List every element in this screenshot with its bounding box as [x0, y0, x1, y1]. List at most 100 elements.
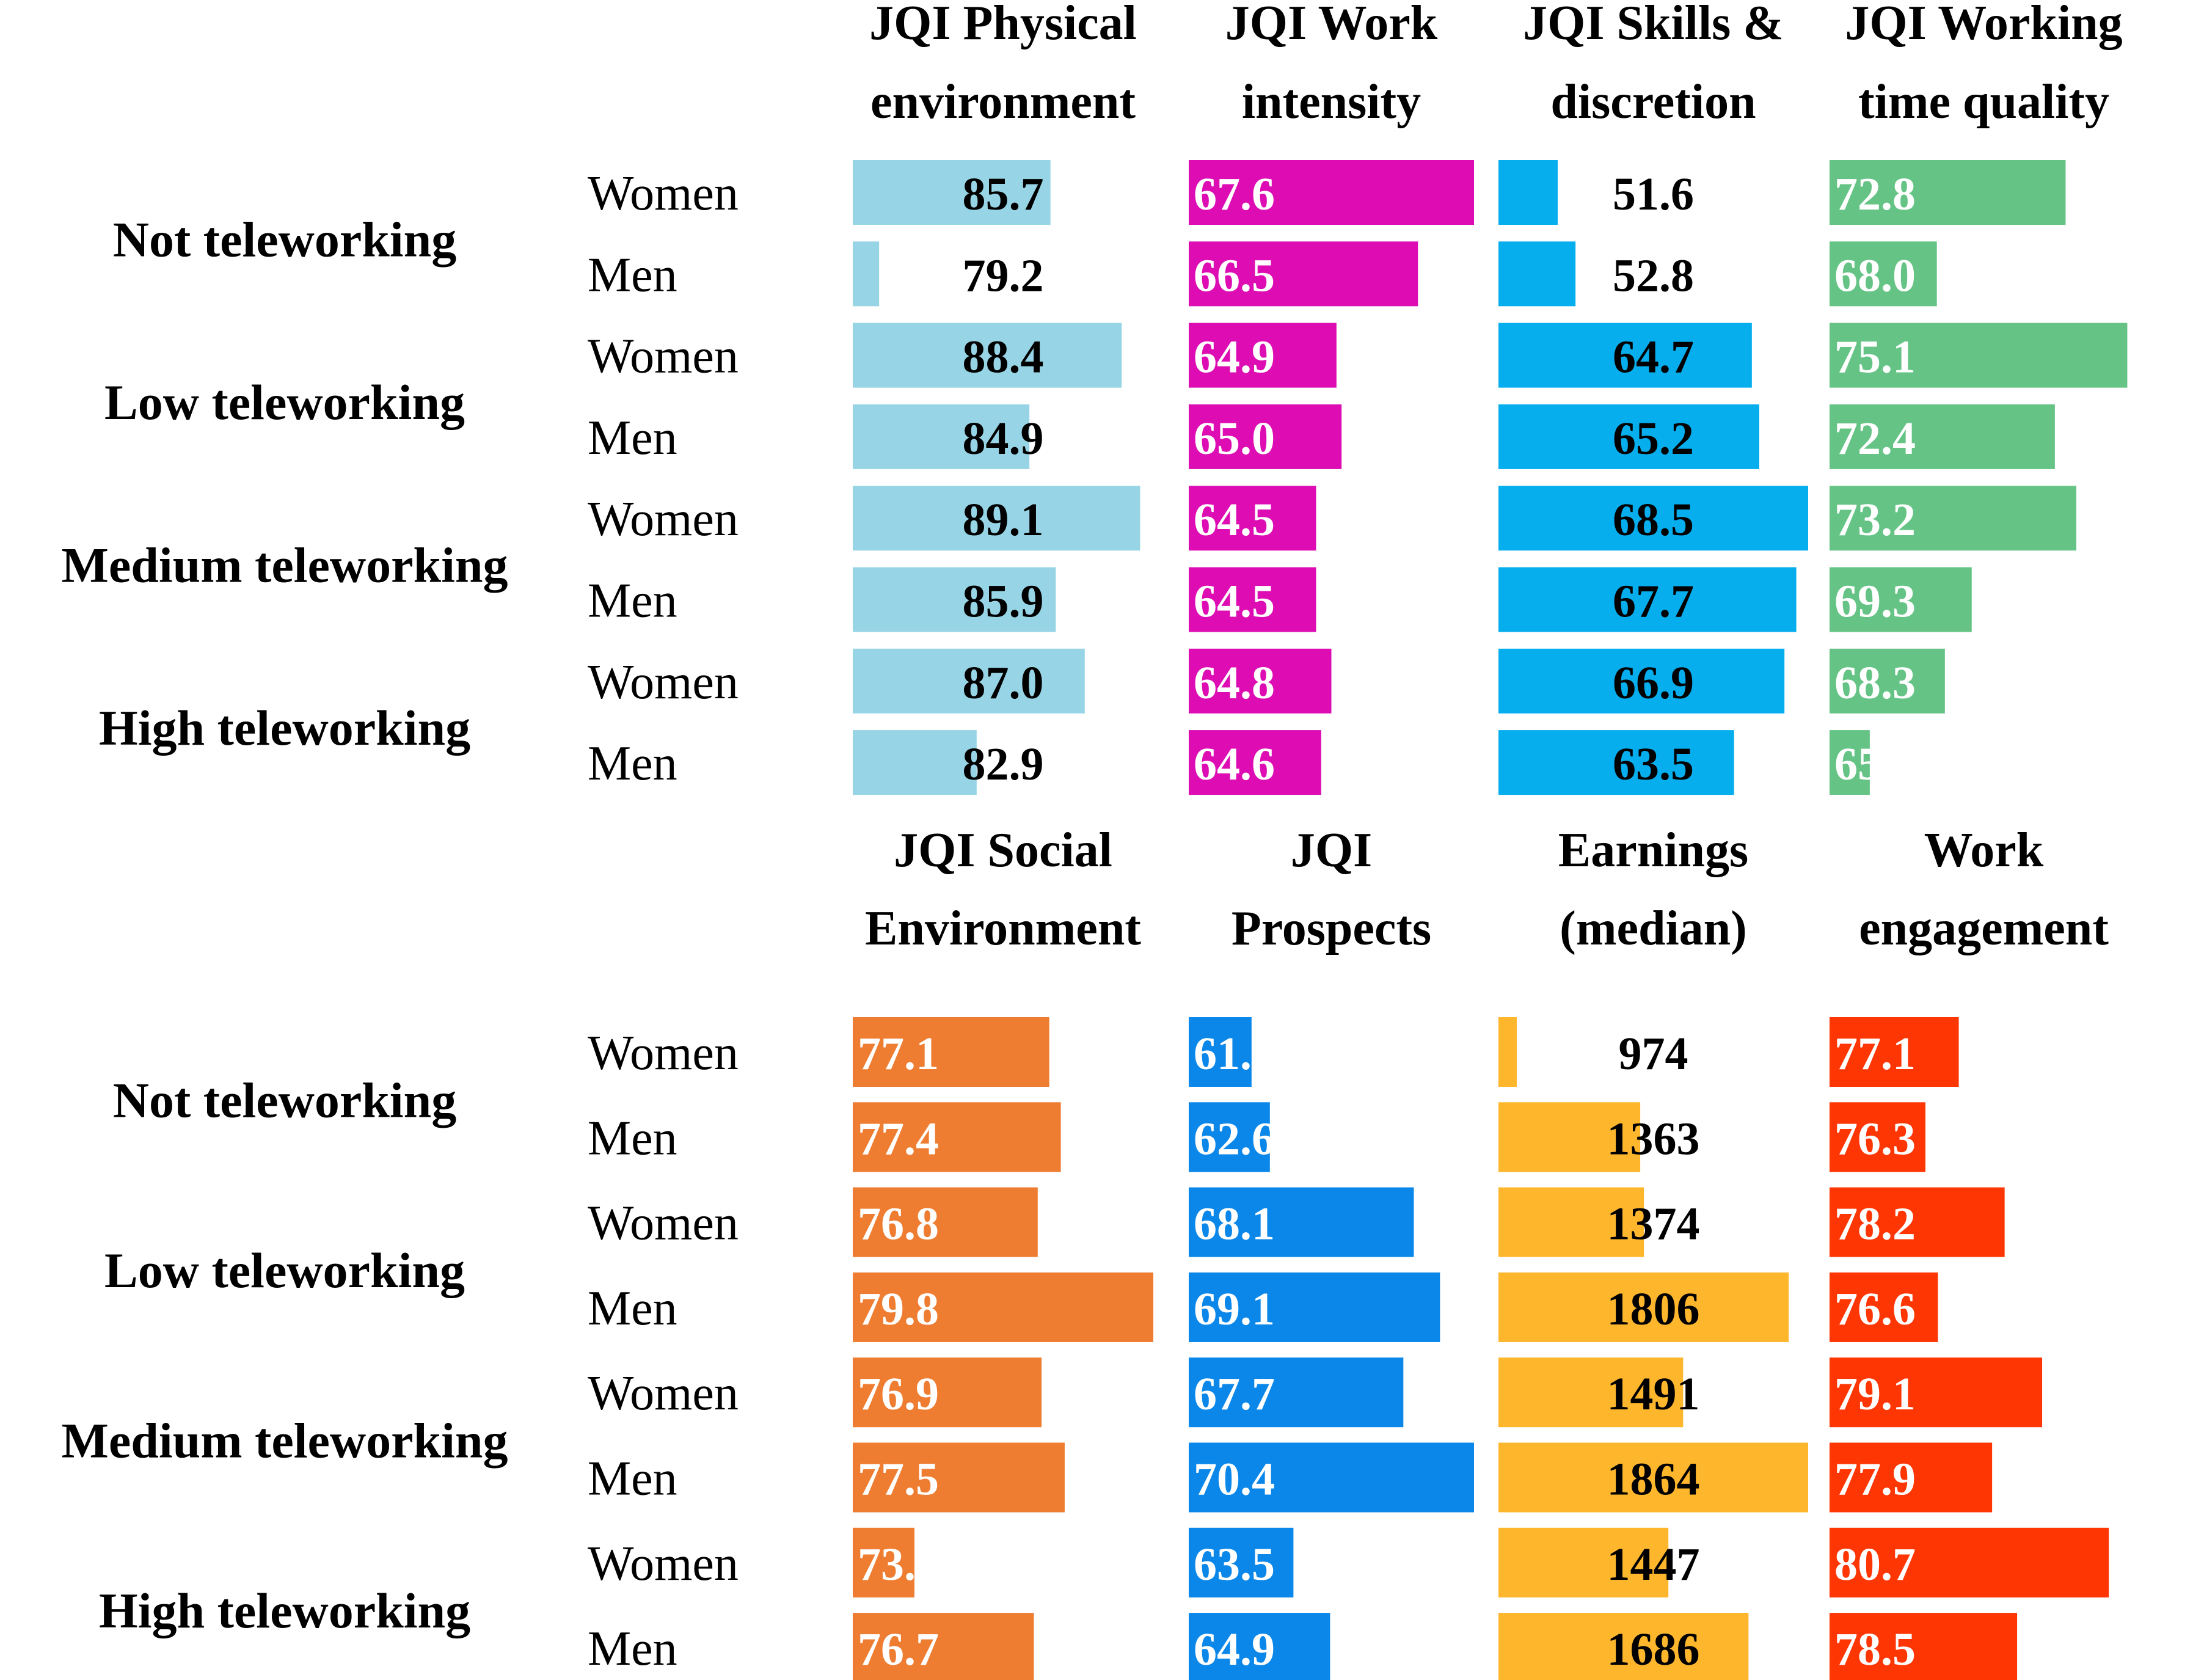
bar	[1830, 323, 2128, 388]
bar	[1830, 567, 1972, 632]
value-label: 68.3	[1834, 657, 1916, 709]
value-label: 67.6	[1194, 169, 1275, 220]
row-label: Women	[588, 167, 739, 221]
bar	[1189, 730, 1321, 795]
value-label: 67.7	[1194, 1368, 1275, 1420]
panel-title: JQI Social	[894, 824, 1112, 877]
bar	[853, 1187, 1038, 1257]
value-label: 78.2	[1834, 1199, 1916, 1250]
bar	[853, 1272, 1153, 1342]
group-label: Low teleworking	[104, 1243, 465, 1298]
bar	[1830, 404, 2055, 469]
panel-4: JQI Working time quality 72.8 68.0 75.1 72.4 7…	[1830, 0, 2128, 795]
bar	[1830, 1527, 2109, 1598]
bar	[1498, 1272, 1789, 1342]
value-label: 1374	[1607, 1199, 1700, 1250]
value-label: 72.8	[1834, 169, 1916, 220]
value-label: 76.3	[1834, 1113, 1916, 1164]
row-label: Men	[588, 574, 677, 628]
bar	[1498, 241, 1576, 307]
panel-title: environment	[870, 75, 1136, 129]
bar	[1498, 648, 1785, 714]
bar	[1830, 1187, 2005, 1257]
bar	[1830, 1613, 2018, 1680]
value-label: 64.5	[1194, 576, 1275, 627]
value-label: 68.5	[1613, 494, 1694, 546]
panel-title: JQI Work	[1225, 0, 1438, 50]
value-label: 77.1	[1834, 1028, 1916, 1079]
value-label: 79.1	[1834, 1368, 1916, 1420]
value-label: 70.4	[1194, 1454, 1275, 1505]
panel-title: Work	[1924, 824, 2044, 877]
value-label: 77.5	[858, 1454, 939, 1505]
value-label: 80.7	[1834, 1539, 1916, 1590]
value-label: 76.7	[858, 1624, 939, 1675]
bar	[1498, 1527, 1669, 1598]
value-label: 88.4	[963, 332, 1044, 383]
value-label: 1686	[1607, 1624, 1700, 1675]
row-label: Women	[588, 492, 739, 546]
panel-title: discretion	[1550, 75, 1756, 129]
bar	[1189, 241, 1418, 307]
value-label: 72.4	[1834, 413, 1916, 464]
bar	[1498, 323, 1752, 388]
row-label: Men	[588, 1452, 677, 1506]
value-label: 66.5	[1194, 250, 1275, 301]
value-label: 85.7	[963, 169, 1044, 220]
bar	[853, 1527, 914, 1598]
bar	[853, 486, 1140, 551]
bar	[853, 323, 1122, 388]
bar	[1189, 1357, 1404, 1428]
bar	[853, 1357, 1042, 1428]
bar	[1189, 567, 1316, 632]
panel-8: Work engagement 77.1 76.3 78.2 76.6 79.1 77.9 80…	[1830, 824, 2109, 1680]
bar	[853, 160, 1051, 225]
value-label: 85.9	[963, 576, 1044, 627]
bar	[1189, 1272, 1440, 1342]
bar	[1189, 323, 1337, 388]
row-label: Women	[588, 330, 739, 384]
bar	[1830, 1102, 1925, 1172]
bar	[1830, 241, 1937, 307]
value-label: 64.9	[1194, 1624, 1275, 1675]
panel-title: JQI Skills &	[1523, 0, 1784, 50]
row-label: Women	[588, 1537, 739, 1591]
bar	[1498, 730, 1734, 795]
bar	[1498, 1357, 1684, 1428]
value-label: 1447	[1607, 1539, 1700, 1590]
bar	[1498, 1017, 1517, 1087]
value-label: 65.2	[1613, 413, 1694, 464]
value-label: 64.8	[1194, 657, 1275, 709]
bar	[1830, 730, 1870, 795]
bar	[1189, 1017, 1252, 1087]
bar	[1498, 1613, 1749, 1680]
bar	[1189, 1527, 1294, 1598]
panel-5: JQI Social Environment 77.1 77.4 76.8 79.8 76.…	[853, 824, 1153, 1680]
value-label: 73.6	[858, 1539, 939, 1590]
row-label: Men	[588, 1622, 677, 1676]
value-label: 61.9	[1194, 1028, 1275, 1079]
bar	[853, 1017, 1049, 1087]
value-label: 64.6	[1194, 739, 1275, 790]
group-label: Low teleworking	[104, 374, 465, 430]
value-label: 974	[1619, 1028, 1688, 1079]
row-label: Men	[588, 411, 677, 465]
bar	[1189, 160, 1474, 225]
bar	[853, 648, 1085, 714]
panel-3: JQI Skills & discretion 51.6 52.8 64.7 65.2 68…	[1498, 0, 1808, 795]
row-label: Women	[588, 656, 739, 709]
panel-title: Environment	[865, 902, 1141, 955]
group-label: High teleworking	[99, 700, 470, 756]
panel-title: JQI	[1291, 824, 1372, 877]
group-label: High teleworking	[99, 1583, 470, 1638]
bar	[853, 404, 1030, 469]
value-label: 69.3	[1834, 576, 1916, 627]
bar	[1189, 648, 1332, 714]
value-label: 62.6	[1194, 1113, 1275, 1164]
panel-title: intensity	[1242, 75, 1421, 129]
value-label: 68.0	[1834, 250, 1916, 301]
value-label: 76.8	[858, 1199, 939, 1250]
group-label: Medium teleworking	[61, 1413, 508, 1469]
value-label: 67.7	[1613, 576, 1694, 627]
